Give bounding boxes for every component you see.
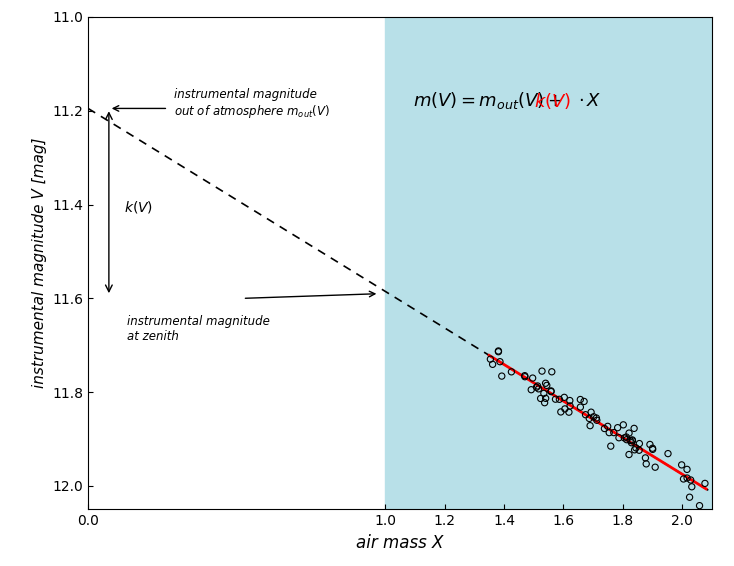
Point — [564, 401, 576, 410]
Point — [575, 395, 586, 404]
Point — [550, 395, 562, 404]
Point — [519, 372, 531, 381]
Point — [545, 387, 557, 396]
Point — [683, 492, 695, 501]
Point — [633, 439, 645, 448]
Point — [647, 445, 658, 454]
Point — [625, 438, 637, 447]
Point — [536, 367, 548, 376]
Point — [519, 371, 531, 380]
Point — [619, 434, 631, 443]
Text: $m(V)=m_{out}(V)+$: $m(V)=m_{out}(V)+$ — [413, 90, 562, 111]
Point — [617, 421, 629, 430]
Point — [494, 357, 506, 366]
Point — [647, 444, 658, 453]
Point — [603, 428, 615, 437]
Point — [539, 398, 550, 407]
Point — [539, 394, 551, 403]
Point — [611, 423, 623, 432]
Point — [640, 460, 652, 469]
Point — [620, 432, 632, 441]
Bar — [385, 17, 734, 509]
Point — [506, 367, 517, 376]
Point — [628, 424, 640, 433]
Point — [526, 385, 537, 395]
Text: $\cdot\, X$: $\cdot\, X$ — [578, 92, 601, 110]
Point — [531, 381, 543, 391]
Point — [685, 475, 697, 484]
Point — [639, 453, 651, 462]
Point — [681, 465, 693, 474]
Point — [630, 443, 642, 452]
Point — [598, 424, 610, 433]
Point — [545, 387, 557, 396]
Point — [588, 412, 600, 421]
Point — [627, 436, 639, 445]
Point — [699, 479, 711, 488]
Point — [613, 433, 625, 442]
Point — [564, 396, 575, 405]
Point — [531, 383, 542, 392]
Point — [575, 402, 586, 411]
Point — [533, 384, 545, 393]
Point — [625, 436, 636, 445]
Text: instrumental magnitude
at zenith: instrumental magnitude at zenith — [127, 315, 269, 343]
Point — [644, 440, 655, 449]
Point — [608, 428, 619, 437]
Point — [555, 408, 567, 417]
Point — [621, 435, 633, 444]
Point — [493, 347, 504, 356]
Point — [623, 450, 635, 459]
Point — [694, 501, 705, 510]
Point — [591, 414, 603, 423]
Point — [605, 441, 617, 451]
Point — [493, 346, 504, 355]
Point — [539, 379, 551, 388]
Y-axis label: instrumental magnitude V [mag]: instrumental magnitude V [mag] — [32, 138, 47, 388]
Point — [563, 408, 575, 417]
Point — [623, 428, 635, 438]
Point — [591, 415, 603, 424]
Point — [629, 445, 641, 454]
Point — [527, 374, 539, 383]
Text: $k(V)$: $k(V)$ — [124, 199, 153, 215]
Point — [602, 422, 614, 431]
Point — [487, 360, 498, 369]
Text: $k(V)$: $k(V)$ — [534, 91, 571, 111]
Point — [686, 482, 697, 491]
Point — [484, 355, 496, 364]
Point — [650, 462, 661, 471]
Point — [626, 435, 638, 444]
Point — [677, 474, 689, 483]
Point — [553, 395, 565, 404]
Point — [584, 421, 596, 430]
Point — [559, 404, 571, 413]
Point — [585, 408, 597, 417]
Point — [584, 414, 595, 423]
Point — [633, 445, 645, 454]
Point — [538, 389, 550, 398]
Point — [496, 371, 508, 380]
X-axis label: air mass X: air mass X — [356, 534, 444, 552]
Point — [662, 449, 674, 458]
Point — [578, 397, 590, 406]
Point — [676, 460, 688, 469]
Point — [580, 410, 592, 419]
Point — [541, 381, 553, 390]
Point — [559, 393, 570, 402]
Text: instrumental magnitude
out of atmosphere $m_{out}(V)$: instrumental magnitude out of atmosphere… — [174, 88, 330, 120]
Point — [546, 367, 558, 376]
Point — [681, 474, 693, 483]
Point — [535, 394, 547, 403]
